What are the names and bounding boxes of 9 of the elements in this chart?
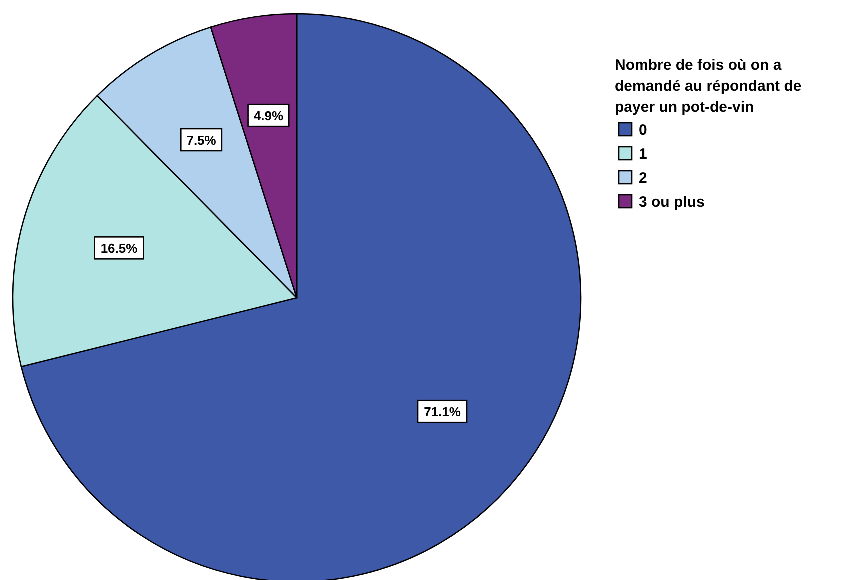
data-label: 4.9%: [254, 108, 284, 124]
data-label: 16.5%: [100, 241, 138, 256]
legend-label: 3 ou plus: [639, 194, 705, 211]
data-label: 71.1%: [424, 404, 462, 420]
data-label: 7.5%: [186, 133, 217, 148]
legend-label: 1: [639, 146, 648, 163]
legend-label: 2: [639, 170, 648, 187]
legend-label: 0: [639, 122, 648, 139]
legend-title: Nombre de fois où on a demandé au répondant de payer un pot-de-vin: [615, 57, 802, 116]
